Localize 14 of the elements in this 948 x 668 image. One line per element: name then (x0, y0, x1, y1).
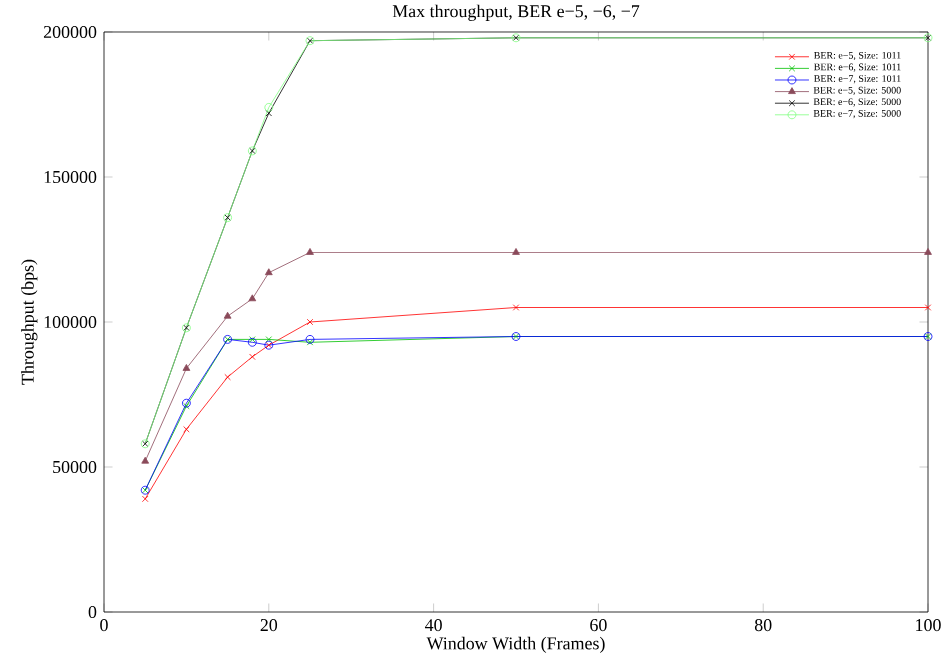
x-tick-label: 80 (754, 619, 772, 632)
x-tick-label: 40 (424, 619, 442, 632)
x-tick-label: 20 (260, 619, 278, 632)
x-tick-label: 60 (590, 619, 607, 632)
chart-title: Max throughput, BER e−5, −6, −7 (392, 4, 640, 21)
x-tick-label: 0 (100, 619, 108, 632)
y-tick-label: 100000 (44, 315, 97, 329)
y-tick-label: 150000 (44, 170, 97, 184)
y-axis-title: Throughput (bps) (21, 259, 38, 385)
y-tick-label: 50000 (53, 460, 97, 474)
x-axis-title: Window Width (Frames) (426, 636, 605, 654)
x-tick-label: 100 (916, 619, 941, 632)
y-tick-label: 200000 (43, 25, 97, 39)
y-tick-label: 0 (88, 605, 97, 619)
